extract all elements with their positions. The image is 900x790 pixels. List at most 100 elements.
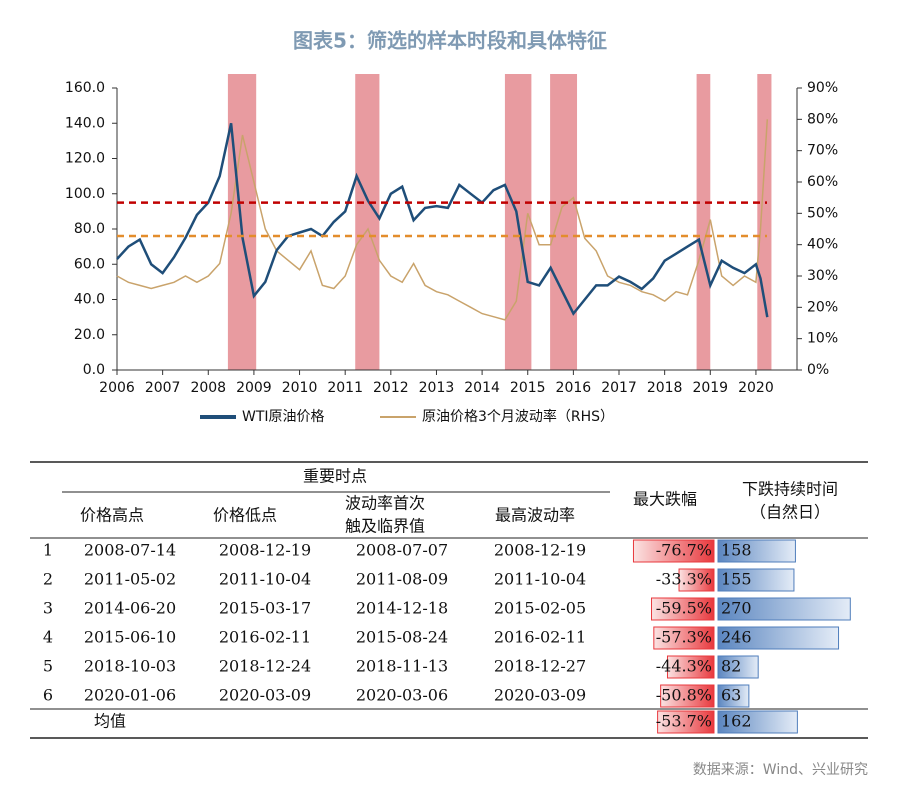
row-index: 1 [43,541,53,560]
legend-label: 原油价格3个月波动率（RHS） [422,408,614,425]
y2-tick-label: 50% [807,205,838,221]
duration-label: 162 [721,712,752,731]
drop-bar [660,684,715,708]
date-cell: 2020-01-06 [84,686,176,705]
y2-tick-label: 60% [807,174,838,190]
date-cell: 2014-06-20 [84,599,176,618]
y-tick-label: 40.0 [74,292,105,308]
date-cell: 2016-02-11 [494,628,586,647]
y-tick-label: 160.0 [65,80,105,96]
duration-bar [717,684,750,708]
y-tick-label: 20.0 [74,327,105,343]
drop-bar [666,655,715,679]
group-header: 重要时点 [303,467,367,486]
x-tick-label: 2009 [236,380,272,396]
duration-bar [717,568,795,592]
x-tick-label: 2017 [601,380,637,396]
date-cell: 2008-07-14 [84,541,176,560]
x-tick-label: 2018 [647,380,683,396]
date-cell: 2011-08-09 [356,570,448,589]
shaded-period [550,74,578,370]
x-tick-label: 2012 [373,380,409,396]
column-header: 波动率首次 [345,494,425,513]
duration-label: 270 [721,599,752,618]
duration-bar [717,597,851,621]
date-cell: 2016-02-11 [219,628,311,647]
x-tick-label: 2014 [464,380,500,396]
chart-title: 图表5：筛选的样本时段和具体特征 [293,29,607,53]
row-index: 4 [43,628,53,647]
x-tick-label: 2020 [738,380,774,396]
drop-label: -53.7% [656,712,712,731]
duration-bar [717,710,798,734]
series-line [116,119,769,321]
date-cell: 2018-12-24 [219,657,311,676]
date-cell: 2015-08-24 [356,628,448,647]
duration-label: 82 [721,657,741,676]
duration-bar [717,655,759,679]
column-header: 触及临界值 [345,517,425,536]
drop-bar [657,710,715,734]
date-cell: 2018-10-03 [84,657,176,676]
row-index: 2 [43,570,53,589]
duration-label: 155 [721,570,752,589]
drop-bar [651,597,715,621]
row-index: 5 [43,657,53,676]
source-note: 数据来源：Wind、兴业研究 [693,762,868,778]
duration-bar [717,539,796,563]
x-tick-label: 2011 [327,380,363,396]
drop-label: -59.5% [656,599,712,618]
duration-label: 63 [721,686,741,705]
row-index: 6 [43,686,53,705]
date-cell: 2014-12-18 [356,599,448,618]
x-tick-label: 2010 [282,380,318,396]
shaded-period [355,74,380,370]
duration-label: 246 [721,628,752,647]
y2-tick-label: 90% [807,80,838,96]
y-tick-label: 80.0 [74,221,105,237]
date-cell: 2020-03-09 [219,686,311,705]
date-cell: 2008-07-07 [356,541,448,560]
x-tick-label: 2007 [145,380,181,396]
date-cell: 2018-11-13 [356,657,448,676]
row-index: 3 [43,599,53,618]
date-cell: 2015-06-10 [84,628,176,647]
column-header: 最大跌幅 [633,490,697,509]
y2-tick-label: 10% [807,331,838,347]
date-cell: 2011-10-04 [494,570,586,589]
x-tick-label: 2019 [692,380,728,396]
date-cell: 2008-12-19 [494,541,586,560]
legend-label: WTI原油价格 [242,409,325,425]
column-header: 价格低点 [213,506,277,525]
shaded-period [696,74,711,370]
y2-tick-label: 40% [807,237,838,253]
y-tick-label: 60.0 [74,256,105,272]
column-header: 最高波动率 [495,506,575,525]
drop-bar [653,626,715,650]
date-cell: 2018-12-27 [494,657,586,676]
drop-label: -50.8% [656,686,712,705]
series-line [116,123,769,318]
y2-tick-label: 70% [807,143,838,159]
date-cell: 2015-03-17 [219,599,311,618]
column-header: （自然日） [750,503,830,522]
drop-label: -57.3% [656,628,712,647]
x-tick-label: 2016 [556,380,592,396]
date-cell: 2011-10-04 [219,570,311,589]
x-tick-label: 2008 [190,380,226,396]
y2-tick-label: 30% [807,268,838,284]
column-header: 下跌持续时间 [742,480,838,499]
y2-tick-label: 0% [807,362,829,378]
date-cell: 2011-05-02 [84,570,176,589]
duration-bar [717,626,840,650]
y-tick-label: 100.0 [65,186,105,202]
y2-tick-label: 20% [807,299,838,315]
mean-label: 均值 [94,712,126,731]
drop-label: -44.3% [656,657,712,676]
y2-tick-label: 80% [807,111,838,127]
date-cell: 2015-02-05 [494,599,586,618]
x-tick-label: 2013 [419,380,455,396]
date-cell: 2020-03-06 [356,686,448,705]
